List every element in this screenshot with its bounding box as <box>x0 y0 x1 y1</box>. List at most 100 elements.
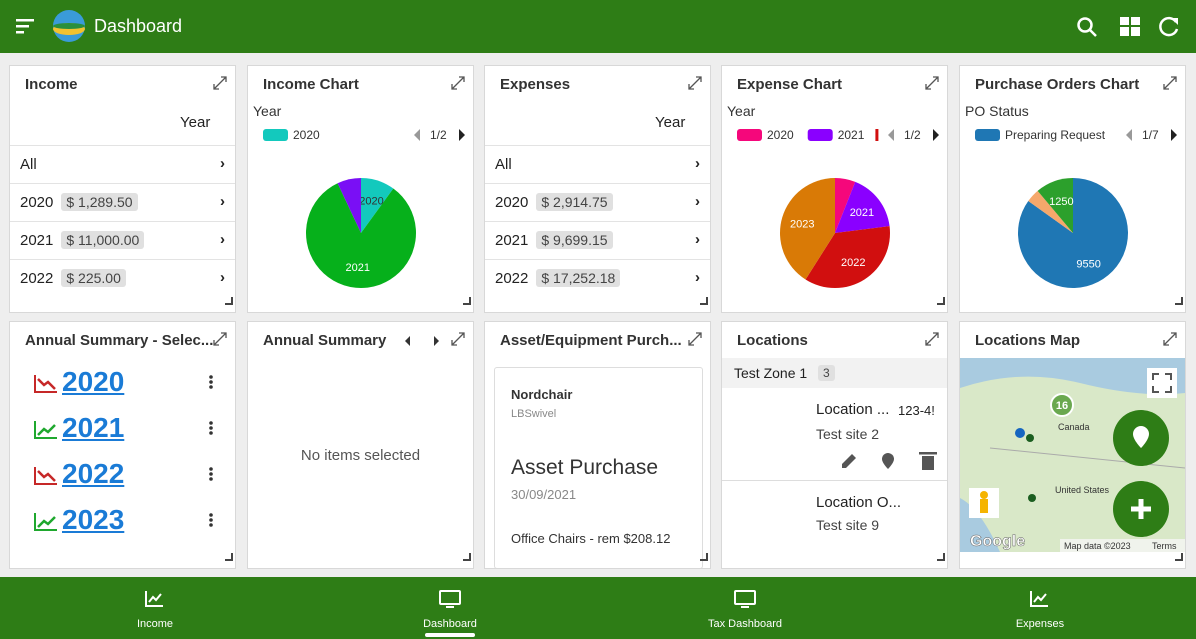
slice-label: 1250 <box>1049 196 1073 208</box>
row[interactable]: 2020 $ 1,289.50 › <box>10 183 235 222</box>
resize-handle[interactable] <box>1175 292 1183 310</box>
resize-handle[interactable] <box>225 548 233 566</box>
chart-card: Purchase Orders Chart PO Status Preparing … <box>959 65 1186 313</box>
year-link[interactable]: 2022 <box>62 458 125 489</box>
expand-icon[interactable] <box>925 76 939 95</box>
resize-handle[interactable] <box>700 548 708 566</box>
asset-card: Asset/Equipment Purch... Nordchair LBSwi… <box>484 321 711 569</box>
nav-item[interactable]: Dashboard <box>423 618 477 630</box>
expand-icon[interactable] <box>688 332 702 351</box>
location-actions[interactable] <box>840 450 940 472</box>
resize-handle[interactable] <box>700 292 708 310</box>
asset-item[interactable]: Nordchair LBSwivel Asset Purchase 30/09/… <box>494 367 703 568</box>
pie-chart: Year 2020 1/2 2020 2021 <box>253 103 465 288</box>
expand-icon[interactable] <box>925 332 939 351</box>
map-terms[interactable]: Terms <box>1152 541 1177 551</box>
expand-icon[interactable] <box>213 76 227 95</box>
row[interactable]: 2020 $ 2,914.75 › <box>485 183 710 222</box>
location-site: Test site 2 <box>816 426 880 442</box>
nav-item[interactable]: Tax Dashboard <box>708 618 782 630</box>
legend-swatch <box>263 129 288 141</box>
app-title: Dashboard <box>94 16 183 36</box>
trend-icon <box>34 466 58 491</box>
card-title: Annual Summary <box>263 332 387 349</box>
year: All <box>20 156 37 173</box>
row[interactable]: 2021 $ 9,699.15 › <box>485 221 710 260</box>
row[interactable]: All › <box>485 145 710 184</box>
resize-handle[interactable] <box>937 548 945 566</box>
slice-label: 2022 <box>841 257 865 269</box>
refresh-icon[interactable] <box>1157 15 1181 39</box>
expand-icon[interactable] <box>1163 332 1177 351</box>
amount: $ 17,252.18 <box>536 269 621 287</box>
legend-title: Year <box>727 103 756 119</box>
year-link[interactable]: 2020 <box>62 366 125 397</box>
column-header: Year <box>180 114 211 131</box>
pager-prev[interactable] <box>888 129 894 141</box>
pie-chart: PO Status Preparing Request 1/7 9550 1250 <box>965 103 1177 288</box>
expand-icon[interactable] <box>213 332 227 351</box>
legend-title: Year <box>253 103 282 119</box>
more-menu[interactable] <box>208 420 214 441</box>
pager: 1/2 <box>904 128 921 142</box>
card-title: Expense Chart <box>737 76 843 93</box>
more-menu[interactable] <box>208 374 214 395</box>
location-item[interactable]: Location O... Test site 9 <box>722 481 947 568</box>
pager-next[interactable] <box>1171 129 1177 141</box>
year: 2020 <box>20 194 54 211</box>
more-menu[interactable] <box>208 466 214 487</box>
card-title: Locations <box>737 332 808 349</box>
location-site: Test site 9 <box>816 517 880 533</box>
expand-icon[interactable] <box>451 332 465 351</box>
resize-handle[interactable] <box>463 292 471 310</box>
year: 2022 <box>20 270 54 287</box>
row[interactable]: 2021 $ 11,000.00 › <box>10 221 235 260</box>
logo <box>53 10 85 42</box>
resize-handle[interactable] <box>937 292 945 310</box>
pager-arrows[interactable] <box>403 334 443 348</box>
annual-select-card: Annual Summary - Selec... 2020 2021 2022 20… <box>9 321 236 569</box>
pager-next[interactable] <box>933 129 939 141</box>
menu-icon[interactable] <box>14 16 36 36</box>
legend-title: PO Status <box>965 103 1029 119</box>
nav-item[interactable]: Expenses <box>1015 618 1065 630</box>
zone-count: 3 <box>818 365 835 381</box>
card-title: Annual Summary - Selec... <box>25 332 214 349</box>
slice-label: 2021 <box>850 207 874 219</box>
empty-message: No items selected <box>300 447 421 464</box>
row[interactable]: All › <box>10 145 235 184</box>
legend-swatch <box>875 129 879 141</box>
legend-label: Preparing Request <box>1005 128 1106 142</box>
row[interactable]: 2022 $ 17,252.18 › <box>485 259 710 298</box>
income-card: Income Year All › 2020 $ 1,289.50 › 2021 $ 1… <box>9 65 236 313</box>
slice-label: 2023 <box>790 218 814 230</box>
expand-icon[interactable] <box>1163 76 1177 95</box>
expenses-card: Expenses Year All › 2020 $ 2,914.75 › 2021 $… <box>484 65 711 313</box>
pager-prev[interactable] <box>1126 129 1132 141</box>
trend-icon <box>34 374 58 399</box>
location-item[interactable]: Location ... 123-4! Test site 2 <box>722 388 947 481</box>
nav-item[interactable]: Income <box>136 618 174 630</box>
legend-label: 2021 <box>838 128 865 142</box>
row[interactable]: 2022 $ 225.00 › <box>10 259 235 298</box>
legend-swatch <box>807 129 833 141</box>
layout-icon[interactable] <box>1119 16 1141 38</box>
amount: $ 11,000.00 <box>61 231 145 249</box>
cluster-count: 16 <box>1056 400 1068 412</box>
legend-label: 2020 <box>293 128 320 142</box>
map-brand: Google <box>970 533 1025 550</box>
search-icon[interactable] <box>1076 16 1098 38</box>
pager-next[interactable] <box>459 129 465 141</box>
resize-handle[interactable] <box>225 292 233 310</box>
year-link[interactable]: 2023 <box>62 504 125 535</box>
year-link[interactable]: 2021 <box>62 412 125 443</box>
resize-handle[interactable] <box>1175 548 1183 566</box>
resize-handle[interactable] <box>463 548 471 566</box>
more-menu[interactable] <box>208 512 214 533</box>
expand-icon[interactable] <box>451 76 465 95</box>
fab-buttons[interactable] <box>1112 409 1172 539</box>
pie-slice <box>1028 190 1073 233</box>
card-title: Locations Map <box>975 332 1081 349</box>
pager-prev[interactable] <box>414 129 420 141</box>
expand-icon[interactable] <box>688 76 702 95</box>
